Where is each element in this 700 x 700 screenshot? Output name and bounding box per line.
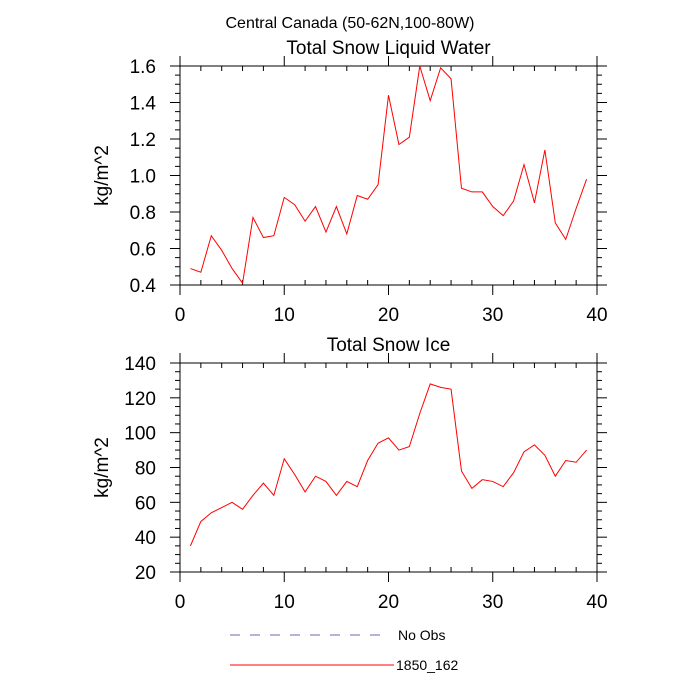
y-axis-label: kg/m^2: [92, 145, 113, 206]
x-tick-label: 40: [586, 592, 607, 613]
y-tick-label: 40: [135, 528, 156, 549]
y-axis-label: kg/m^2: [92, 437, 113, 498]
chart-panel-snow-ice: 0 10 20 30 40 20 40 60 80 100 120 140 Total Snow Ice…: [92, 335, 608, 613]
x-tick-label: 10: [274, 305, 295, 326]
legend-label-1850-162: 1850_162: [396, 657, 459, 673]
x-tick-label: 0: [175, 592, 186, 613]
y-tick-label: 120: [124, 389, 156, 410]
y-tick-label: 1.0: [130, 167, 156, 188]
chart-panel-snow-liquid-water: 0 10 20 30 40 0.4 0.6 0.8 1.0 1.2 1.4 1.6 Total Snow…: [92, 38, 608, 326]
chart-title: Total Snow Liquid Water: [286, 38, 491, 59]
x-tick-label: 0: [175, 305, 186, 326]
y-tick-label: 1.4: [130, 94, 157, 115]
y-tick-label: 1.6: [130, 57, 156, 78]
x-tick-label: 20: [378, 305, 399, 326]
y-tick-label: 0.6: [130, 240, 156, 261]
plot-frame-snow-ice: [179, 362, 598, 573]
x-tick-label: 10: [274, 592, 295, 613]
x-tick-label: 40: [586, 305, 607, 326]
y-tick-label: 1.2: [130, 130, 156, 151]
y-tick-label: 80: [135, 459, 156, 480]
y-tick-label: 20: [135, 563, 156, 584]
x-tick-label: 30: [482, 305, 503, 326]
figure-suptitle: Central Canada (50-62N,100-80W): [225, 15, 474, 32]
y-tick-label: 60: [135, 493, 156, 514]
legend-label-no-obs: No Obs: [398, 627, 445, 643]
x-tick-label: 30: [482, 592, 503, 613]
series-line-1850_162: [190, 65, 588, 285]
y-tick-label: 0.4: [130, 276, 157, 297]
y-tick-label: 100: [124, 424, 156, 445]
legend: No Obs 1850_162: [230, 627, 459, 673]
y-tick-label: 140: [124, 354, 156, 375]
y-tick-label: 0.8: [130, 203, 156, 224]
series-line-1850_162: [189, 383, 587, 547]
x-tick-label: 20: [378, 592, 399, 613]
chart-title: Total Snow Ice: [327, 335, 451, 356]
